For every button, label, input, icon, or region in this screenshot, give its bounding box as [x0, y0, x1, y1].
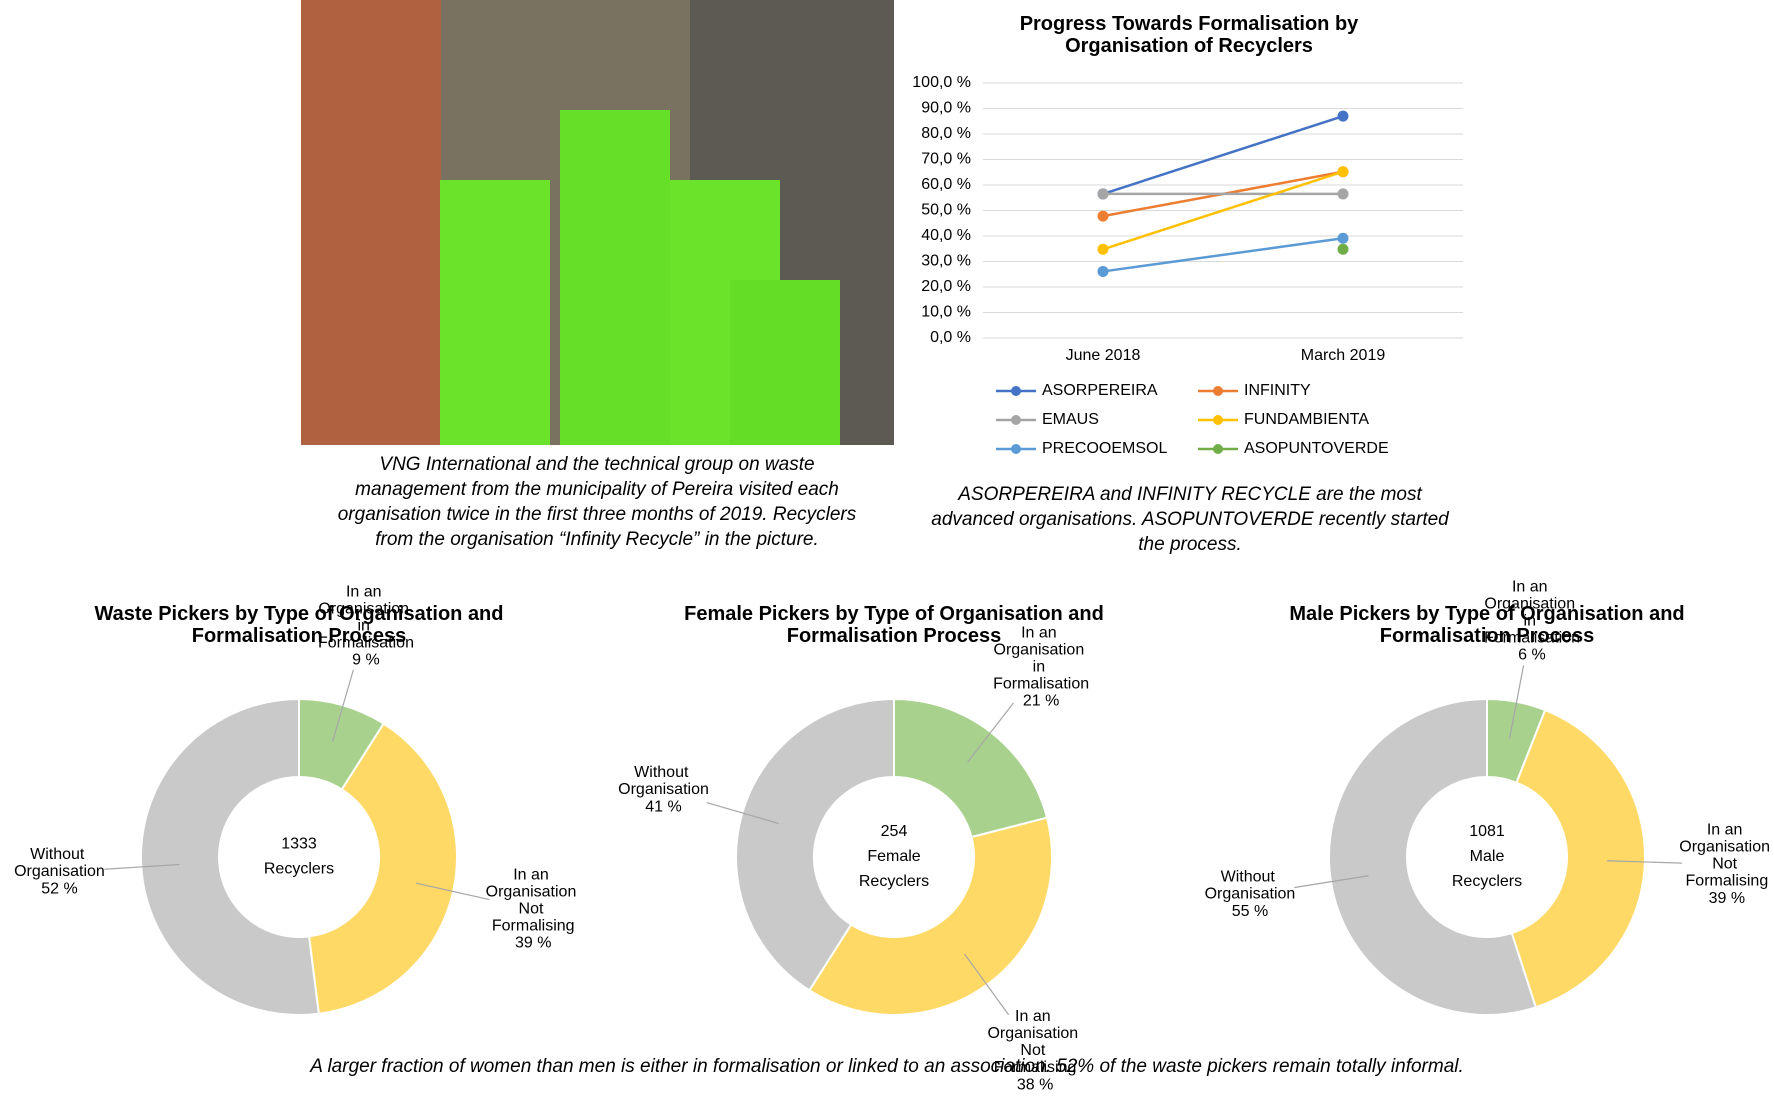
slice-label: In an Organisation in Formalisation — [1484, 578, 1580, 646]
y-tick-label: 0,0 % — [930, 329, 971, 346]
chart-title: Waste Pickers by Type of Organisation an… — [94, 603, 504, 647]
legend-label: INFINITY — [1244, 382, 1311, 399]
photo — [301, 0, 894, 445]
data-point — [1337, 243, 1349, 255]
leader-line — [104, 863, 180, 870]
data-point — [1337, 110, 1349, 122]
y-tick-label: 60,0 % — [921, 176, 971, 193]
center-label: Male — [1470, 848, 1505, 865]
slice-label: In an Organisation Not Formalising — [1679, 822, 1774, 890]
slice-label: In an Organisation in Formalisation — [318, 584, 414, 652]
center-label: 1333 — [281, 836, 317, 853]
leader-line — [1294, 875, 1369, 889]
y-tick-label: 80,0 % — [921, 125, 971, 142]
donut-slice — [139, 697, 320, 1016]
chart-title: Male Pickers by Type of Organisation and… — [1289, 603, 1685, 647]
center-label: 1081 — [1469, 823, 1505, 840]
slice-label: Without Organisation — [618, 764, 709, 798]
legend-label: FUNDAMBIENTA — [1244, 411, 1369, 428]
leader-line — [964, 953, 1010, 1016]
leader-line — [331, 669, 354, 742]
y-tick-label: 100,0 % — [912, 74, 971, 91]
legend-swatch — [1011, 444, 1021, 454]
data-point — [1097, 210, 1109, 222]
data-point — [1337, 188, 1349, 200]
slice-label: In an Organisation in Formalisation — [993, 625, 1089, 693]
center-label: 254 — [881, 823, 908, 840]
photo-caption: VNG International and the technical grou… — [337, 454, 857, 550]
x-tick-label: June 2018 — [1066, 347, 1141, 364]
series-line — [1102, 237, 1344, 273]
legend-label: ASORPEREIRA — [1042, 382, 1158, 399]
series-line — [1102, 114, 1344, 196]
slice-label: In an Organisation Not Formalising — [486, 867, 581, 935]
data-point — [1097, 243, 1109, 255]
slice-value-label: 39 % — [515, 935, 551, 952]
legend-swatch — [1213, 444, 1223, 454]
chart-title: Progress Towards Formalisation by Organi… — [1019, 13, 1359, 57]
legend-swatch — [1011, 415, 1021, 425]
data-point — [1097, 188, 1109, 200]
center-label: Recyclers — [1452, 873, 1522, 890]
donut-slice — [307, 722, 458, 1015]
slice-label: In an Organisation Not Formalising — [987, 1008, 1082, 1076]
leader-line — [415, 882, 490, 901]
data-point — [1097, 265, 1109, 277]
donut-slice — [735, 697, 895, 992]
slice-value-label: 39 % — [1709, 890, 1745, 907]
slice-value-label: 38 % — [1017, 1076, 1053, 1093]
line-caption: ASORPEREIRA and INFINITY RECYCLE are the… — [931, 484, 1449, 555]
slice-label: Without Organisation — [1205, 869, 1296, 903]
slice-value-label: 52 % — [41, 880, 77, 897]
legend-swatch — [1213, 386, 1223, 396]
leader-line — [967, 702, 1014, 763]
y-tick-label: 70,0 % — [921, 151, 971, 168]
y-tick-label: 90,0 % — [921, 100, 971, 117]
center-label: Female — [867, 848, 920, 865]
slice-value-label: 41 % — [645, 798, 681, 815]
y-tick-label: 50,0 % — [921, 202, 971, 219]
leader-line — [706, 802, 779, 825]
legend-label: PRECOOEMSOL — [1042, 440, 1167, 457]
chart-title: Female Pickers by Type of Organisation a… — [684, 603, 1104, 647]
footer-caption: A larger fraction of women than men is e… — [310, 1056, 1464, 1077]
center-label: Recyclers — [264, 861, 334, 878]
x-tick-label: March 2019 — [1301, 347, 1386, 364]
y-tick-label: 10,0 % — [921, 304, 971, 321]
y-tick-label: 20,0 % — [921, 278, 971, 295]
slice-label: Without Organisation — [14, 846, 105, 880]
slice-value-label: 9 % — [352, 652, 380, 669]
donut-slice — [1510, 708, 1646, 1009]
slice-value-label: 21 % — [1023, 693, 1059, 710]
donut-slice — [893, 697, 1049, 839]
leader-line — [1508, 665, 1525, 740]
legend-swatch — [1213, 415, 1223, 425]
legend-label: EMAUS — [1042, 411, 1099, 428]
slice-value-label: 6 % — [1518, 646, 1546, 663]
legend-swatch — [1011, 386, 1021, 396]
y-tick-label: 30,0 % — [921, 253, 971, 270]
leader-line — [1606, 860, 1682, 864]
y-tick-label: 40,0 % — [921, 227, 971, 244]
data-point — [1337, 166, 1349, 178]
slice-value-label: 55 % — [1232, 903, 1268, 920]
series-line — [1102, 170, 1344, 251]
data-point — [1337, 232, 1349, 244]
donut-slice — [807, 816, 1054, 1016]
center-label: Recyclers — [859, 873, 929, 890]
legend-label: ASOPUNTOVERDE — [1244, 440, 1389, 457]
donut-slice — [1328, 697, 1538, 1016]
